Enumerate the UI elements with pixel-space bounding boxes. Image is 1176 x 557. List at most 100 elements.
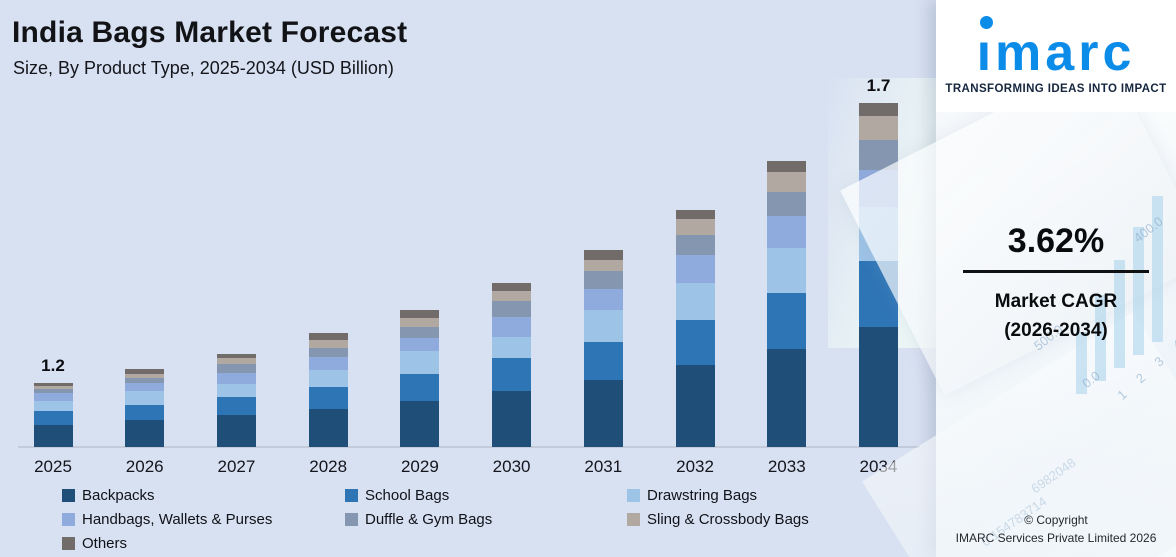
legend-item-others: Others xyxy=(62,535,345,552)
bar-segment-2030-others xyxy=(492,283,532,291)
bar-segment-2032-sling-crossbody-bags xyxy=(675,219,715,235)
bar-segment-2034-sling-crossbody-bags xyxy=(858,116,898,140)
bar-segment-2033-drawstring-bags xyxy=(767,248,807,293)
bar-segment-2027-drawstring-bags xyxy=(216,384,256,397)
legend-swatch-handbags-wallets-purses xyxy=(62,513,75,526)
legend-item-backpacks: Backpacks xyxy=(62,487,345,504)
bar-segment-2031-handbags-wallets-purses xyxy=(583,289,623,310)
x-axis-label-2028: 2028 xyxy=(309,457,348,476)
legend-swatch-backpacks xyxy=(62,489,75,502)
bar-segment-2034-others xyxy=(858,103,898,116)
bar-segment-2026-sling-crossbody-bags xyxy=(125,374,165,378)
logo-text: ımarc xyxy=(976,16,1136,82)
bar-segment-2028-sling-crossbody-bags xyxy=(308,340,348,348)
cagr-label-line2: (2026-2034) xyxy=(1004,320,1108,342)
x-axis-label-2033: 2033 xyxy=(767,457,806,476)
bar-2027 xyxy=(216,354,256,447)
bar-segment-2031-drawstring-bags xyxy=(583,310,623,342)
legend-item-sling-crossbody-bags: Sling & Crossbody Bags xyxy=(627,511,912,528)
bar-segment-2028-handbags-wallets-purses xyxy=(308,357,348,370)
cagr-value: 3.62% xyxy=(1007,222,1105,260)
legend-label-others: Others xyxy=(82,535,128,552)
bar-segment-2031-duffle-gym-bags xyxy=(583,271,623,289)
legend-swatch-sling-crossbody-bags xyxy=(627,513,640,526)
watermark-bar xyxy=(1076,332,1087,394)
bar-segment-2028-others xyxy=(308,333,348,340)
legend-swatch-drawstring-bags xyxy=(627,489,640,502)
chart-legend: Backpacks School Bags Drawstring Bags Handb… xyxy=(62,487,912,552)
bar-segment-2025-sling-crossbody-bags xyxy=(33,386,73,389)
legend-label-backpacks: Backpacks xyxy=(82,487,155,504)
legend-label-duffle-gym-bags: Duffle & Gym Bags xyxy=(365,511,493,528)
watermark-bar xyxy=(1133,227,1144,355)
bar-segment-2029-handbags-wallets-purses xyxy=(400,338,440,351)
x-axis-label-2031: 2031 xyxy=(584,457,623,476)
bar-2032 xyxy=(675,210,715,447)
cagr-divider xyxy=(963,270,1149,273)
bar-segment-2027-sling-crossbody-bags xyxy=(216,358,256,364)
x-axis-label-2027: 2027 xyxy=(217,457,256,476)
bar-segment-2025-handbags-wallets-purses xyxy=(33,393,73,401)
bar-segment-2033-duffle-gym-bags xyxy=(767,192,807,216)
bar-2031 xyxy=(583,250,623,447)
bar-segment-2033-school-bags xyxy=(767,293,807,349)
bar-segment-2027-backpacks xyxy=(216,415,256,447)
bar-segment-2026-school-bags xyxy=(125,405,165,420)
watermark-bar-chart xyxy=(1064,196,1176,400)
legend-item-handbags-wallets-purses: Handbags, Wallets & Purses xyxy=(62,511,345,528)
legend-swatch-duffle-gym-bags xyxy=(345,513,358,526)
bar-segment-2025-duffle-gym-bags xyxy=(33,389,73,393)
bar-segment-2031-others xyxy=(583,250,623,260)
bar-segment-2032-drawstring-bags xyxy=(675,283,715,320)
legend-label-school-bags: School Bags xyxy=(365,487,450,504)
bar-segment-2029-backpacks xyxy=(400,401,440,447)
x-axis-label-2029: 2029 xyxy=(400,457,439,476)
bar-segment-2028-drawstring-bags xyxy=(308,370,348,387)
bar-2030 xyxy=(492,283,532,447)
logo-word: ımarc xyxy=(976,24,1136,82)
legend-swatch-school-bags xyxy=(345,489,358,502)
bar-segment-2027-school-bags xyxy=(216,397,256,415)
bar-segment-2025-others xyxy=(33,383,73,386)
x-axis-label-2030: 2030 xyxy=(492,457,531,476)
bar-segment-2031-backpacks xyxy=(583,380,623,447)
bar-segment-2027-others xyxy=(216,354,256,358)
bar-segment-2026-backpacks xyxy=(125,420,165,447)
x-axis-line xyxy=(18,446,920,448)
chart-section: India Bags Market Forecast Size, By Prod… xyxy=(12,16,936,552)
page-title: India Bags Market Forecast xyxy=(12,16,408,49)
copyright: © Copyright IMARC Services Private Limit… xyxy=(936,512,1176,547)
bar-segment-2028-duffle-gym-bags xyxy=(308,348,348,357)
bar-segment-2031-sling-crossbody-bags xyxy=(583,260,623,271)
x-axis-label-2025: 2025 xyxy=(34,457,72,476)
bar-segment-2034-backpacks xyxy=(858,327,898,447)
bar-segment-2026-drawstring-bags xyxy=(125,391,165,405)
bar-segment-2030-backpacks xyxy=(492,391,532,447)
legend-label-sling-crossbody-bags: Sling & Crossbody Bags xyxy=(647,511,809,528)
bar-segment-2032-duffle-gym-bags xyxy=(675,235,715,255)
legend-label-handbags-wallets-purses: Handbags, Wallets & Purses xyxy=(82,511,273,528)
legend-item-school-bags: School Bags xyxy=(345,487,627,504)
page-subtitle: Size, By Product Type, 2025-2034 (USD Bi… xyxy=(13,58,394,78)
bar-segment-2030-school-bags xyxy=(492,358,532,391)
bar-segment-2028-school-bags xyxy=(308,387,348,409)
bar-segment-2029-school-bags xyxy=(400,374,440,401)
bar-segment-2033-others xyxy=(767,161,807,172)
copyright-line1: © Copyright xyxy=(1024,513,1088,528)
bar-segment-2029-sling-crossbody-bags xyxy=(400,318,440,327)
bar-segment-2025-school-bags xyxy=(33,411,73,425)
cagr-block: 3.62% Market CAGR (2026-2034) xyxy=(936,222,1176,346)
bar-segment-2032-school-bags xyxy=(675,320,715,365)
bar-segment-2032-backpacks xyxy=(675,365,715,447)
legend-label-drawstring-bags: Drawstring Bags xyxy=(647,487,758,504)
bar-segment-2026-handbags-wallets-purses xyxy=(125,383,165,391)
bar-2033 xyxy=(767,161,807,447)
bar-segment-2028-backpacks xyxy=(308,409,348,447)
stacked-bar-chart: 2025 1.2 2026 2027 2028 2029 2030 2031 2032 2033 2… xyxy=(18,76,920,476)
bar-segment-2033-handbags-wallets-purses xyxy=(767,216,807,248)
brand-panel: 500.0 0.0 1 2 3 4 400.0 6982048 0.154783714 ı… xyxy=(840,0,1176,557)
watermark-bar xyxy=(1152,196,1163,342)
bar-segment-2025-drawstring-bags xyxy=(33,401,73,411)
logo-i-dot-icon xyxy=(979,16,993,29)
